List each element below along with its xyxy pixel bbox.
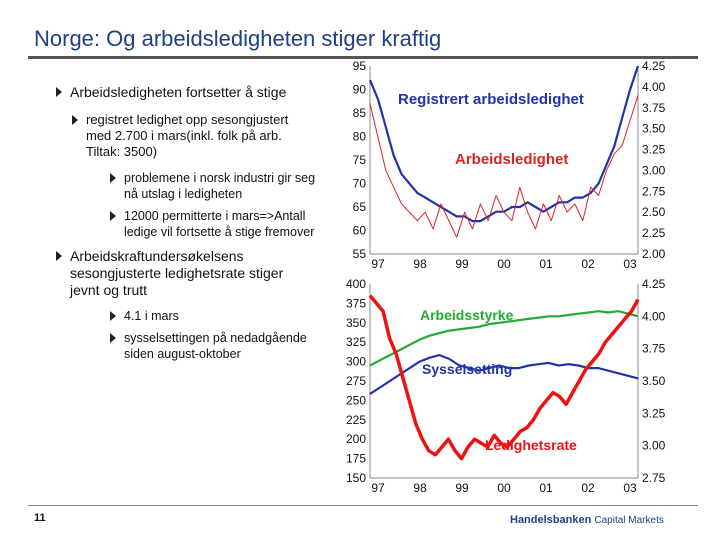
y-right-tick-label: 3.25 xyxy=(642,143,666,157)
title-divider xyxy=(28,56,698,59)
bullet-item: 4.1 i mars xyxy=(110,308,179,324)
y-right-tick-label: 2.25 xyxy=(642,226,666,240)
series-line-1 xyxy=(369,354,639,395)
y-right-tick-label: 3.75 xyxy=(642,342,666,356)
bullet-arrow-icon xyxy=(72,114,78,125)
series-label: Sysselsetting xyxy=(422,361,512,377)
bullet-item: registret ledighet opp sesongjustert med… xyxy=(72,112,288,160)
series-line-1 xyxy=(369,95,639,238)
x-tick-label: 02 xyxy=(581,257,595,271)
series-label: Registrert arbeidsledighet xyxy=(398,91,584,108)
x-tick-label: 98 xyxy=(413,257,427,271)
bullet-arrow-icon xyxy=(110,332,116,343)
y-left-tick-label: 375 xyxy=(346,296,366,310)
y-right-tick-label: 2.00 xyxy=(642,247,666,261)
y-right-tick-label: 3.75 xyxy=(642,101,666,115)
y-right-tick-label: 4.25 xyxy=(642,59,666,73)
bullet-text: 12000 permitterte i mars=>Antall ledige … xyxy=(124,209,315,239)
y-left-tick-label: 200 xyxy=(346,432,366,446)
y-right-tick-label: 3.00 xyxy=(642,439,666,453)
y-left-tick-label: 60 xyxy=(353,224,367,238)
x-tick-label: 97 xyxy=(371,481,385,495)
bullet-text: sysselsettingen på nedadgående siden aug… xyxy=(124,331,307,361)
bullet-arrow-icon xyxy=(110,210,116,221)
y-right-tick-label: 4.25 xyxy=(642,277,666,291)
y-right-tick-label: 2.75 xyxy=(642,471,666,485)
y-left-tick-label: 150 xyxy=(346,471,366,485)
y-left-tick-label: 90 xyxy=(353,83,367,97)
y-right-tick-label: 3.25 xyxy=(642,406,666,420)
x-tick-label: 00 xyxy=(497,481,511,495)
x-tick-label: 01 xyxy=(539,257,553,271)
footer-divider xyxy=(28,505,698,506)
series-label: Arbeidsstyrke xyxy=(420,307,514,323)
x-tick-label: 99 xyxy=(455,481,469,495)
series-line-0 xyxy=(369,310,639,367)
bullet-text: problemene i norsk industri gir seg nå u… xyxy=(124,171,316,201)
y-left-tick-label: 95 xyxy=(353,59,367,73)
y-left-tick-label: 275 xyxy=(346,374,366,388)
chart-labour-force-survey: 400 375 350 325 300 275 250 225 200 175 150 4.25 4.0… xyxy=(346,277,666,495)
bullet-text: 4.1 i mars xyxy=(124,309,179,323)
x-tick-label: 03 xyxy=(623,257,637,271)
y-left-tick-label: 65 xyxy=(353,200,367,214)
y-left-tick-label: 400 xyxy=(346,277,366,291)
y-left-tick-label: 225 xyxy=(346,413,366,427)
bullet-arrow-icon xyxy=(56,87,62,98)
y-left-tick-label: 75 xyxy=(353,153,367,167)
logo-sub: Capital Markets xyxy=(594,515,664,526)
charts-panel: 95 90 85 80 75 70 65 60 55 4.25 4.00 3.75 3.50 3.25 3.… xyxy=(346,59,666,495)
bullet-item: Arbeidsledigheten fortsetter å stige xyxy=(56,84,286,101)
x-tick-label: 01 xyxy=(539,481,553,495)
y-right-tick-label: 2.50 xyxy=(642,205,666,219)
bullet-item: Arbeidskraftundersøkelsens sesongjustert… xyxy=(56,248,283,299)
series-line-2 xyxy=(368,294,640,461)
y-left-tick-label: 350 xyxy=(346,316,366,330)
series-label: Arbeidsledighet xyxy=(455,151,568,168)
x-tick-label: 02 xyxy=(581,481,595,495)
y-right-tick-label: 4.00 xyxy=(642,80,666,94)
bullet-arrow-icon xyxy=(56,251,62,262)
bullet-arrow-icon xyxy=(110,172,116,183)
y-right-tick-label: 3.50 xyxy=(642,374,666,388)
y-left-tick-label: 175 xyxy=(346,452,366,466)
series-label: Ledighetsrate xyxy=(485,437,577,453)
x-tick-label: 98 xyxy=(413,481,427,495)
y-right-tick-label: 3.50 xyxy=(642,122,666,136)
x-tick-label: 03 xyxy=(623,481,637,495)
y-left-tick-label: 300 xyxy=(346,355,366,369)
chart-registered-unemployment: 95 90 85 80 75 70 65 60 55 4.25 4.00 3.75 3.50 3.25 3.… xyxy=(353,59,666,271)
y-right-tick-label: 2.75 xyxy=(642,184,666,198)
bullet-text: registret ledighet opp sesongjustert med… xyxy=(86,112,289,159)
bullet-arrow-icon xyxy=(110,310,116,321)
y-left-tick-label: 80 xyxy=(353,130,367,144)
bullet-text: Arbeidsledigheten fortsetter å stige xyxy=(70,84,287,100)
y-right-tick-label: 4.00 xyxy=(642,309,666,323)
y-right-tick-label: 3.00 xyxy=(642,163,666,177)
logo-brand: Handelsbanken xyxy=(510,514,592,526)
y-left-tick-label: 85 xyxy=(353,106,367,120)
page-number: 11 xyxy=(34,512,46,524)
y-left-tick-label: 70 xyxy=(353,177,367,191)
bullet-item: problemene i norsk industri gir seg nå u… xyxy=(110,170,315,202)
series-line-0 xyxy=(368,65,640,223)
bullet-text: Arbeidskraftundersøkelsens sesongjustert… xyxy=(70,248,284,298)
y-left-tick-label: 55 xyxy=(353,247,367,261)
bullet-item: 12000 permitterte i mars=>Antall ledige … xyxy=(110,208,314,240)
bullet-item: sysselsettingen på nedadgående siden aug… xyxy=(110,330,307,362)
x-tick-label: 00 xyxy=(497,257,511,271)
x-tick-label: 99 xyxy=(455,257,469,271)
y-left-tick-label: 325 xyxy=(346,335,366,349)
company-logo: Handelsbanken Capital Markets xyxy=(510,514,664,526)
y-left-tick-label: 250 xyxy=(346,393,366,407)
x-tick-label: 97 xyxy=(371,257,385,271)
slide-title: Norge: Og arbeidsledigheten stiger kraft… xyxy=(34,26,442,51)
